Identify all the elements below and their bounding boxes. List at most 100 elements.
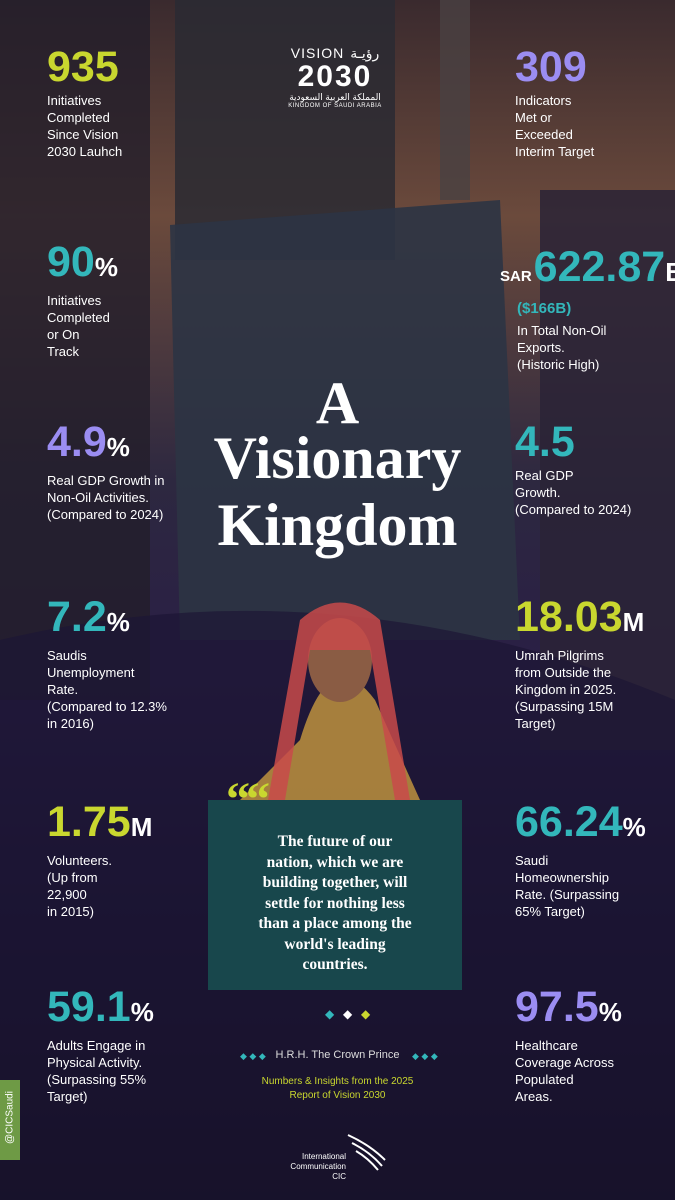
title-line: Kingdom [217, 492, 458, 558]
logo-country-ar: المملكة العربية السعودية [289, 92, 381, 102]
handle: @CICSaudi [4, 1091, 16, 1144]
stat-value: 18.03 [515, 593, 623, 641]
description-line: Physical Activity. [47, 1055, 143, 1070]
description-line: from Outside the [515, 665, 612, 680]
description-line: Coverage Across [515, 1055, 614, 1070]
quote-line: nation, which we are [266, 853, 404, 871]
stat-value: 90 [47, 238, 95, 286]
description-line: Umrah Pilgrims [515, 648, 604, 663]
description-line: in 2016) [47, 716, 94, 731]
description-line: Kingdom in 2025. [515, 682, 617, 697]
stat-value: 97.5 [515, 983, 599, 1031]
description-line: Rate. (Surpassing [515, 887, 620, 902]
stat-number: 97.5% [515, 985, 622, 1034]
description-line: Completed [47, 110, 110, 125]
description-line: Interim Target [515, 144, 595, 159]
stat-prefix: SAR [500, 268, 532, 285]
description-line: Real GDP Growth in [47, 473, 165, 488]
stat-description: Saudis Unemployment Rate. (Compared to 12.3… [47, 647, 167, 732]
description-line: (Compared to 2024) [47, 507, 164, 522]
description-line: (Compared to 2024) [515, 502, 632, 517]
stat-description: Initiatives Completed Since Vision 2030 Lau… [47, 92, 122, 160]
stat: 90% Initiatives Completed or On Track [47, 240, 118, 360]
description-line: in 2015) [47, 904, 94, 919]
footer-line: CIC [332, 1172, 346, 1181]
description-line: Growth. [515, 485, 561, 500]
stat-description: Real GDP Growth. (Compared to 2024) [515, 467, 631, 518]
stat-description: Indicators Met or Exceeded Interim Target [515, 92, 594, 160]
description-line: Target) [515, 716, 556, 731]
svg-text:◆ ◆ ◆: ◆ ◆ ◆ [412, 1051, 438, 1061]
source-line: Numbers & Insights from the 2025 [261, 1076, 414, 1087]
stat-number: 4.9% [47, 420, 165, 469]
stat-value: 4.5 [515, 418, 575, 466]
stat-value: 66.24 [515, 798, 623, 846]
footer-line: International [301, 1152, 346, 1161]
stat-description: Umrah Pilgrims from Outside the Kingdom in… [515, 647, 644, 732]
logo-country-en: KINGDOM OF SAUDI ARABIA [288, 103, 382, 109]
description-line: (Historic High) [517, 357, 600, 372]
description-line: Real GDP [515, 468, 574, 483]
logo-arabic: رؤيـة [350, 45, 380, 61]
stat-number: 1.75M [47, 800, 152, 849]
stat-number: SAR622.87B [500, 245, 675, 299]
stat-number: 7.2% [47, 595, 167, 644]
description-line: (Compared to 12.3% [47, 699, 167, 714]
stat-description: Initiatives Completed or On Track [47, 292, 118, 360]
title-line: Visionary [213, 425, 462, 491]
stat-value: 7.2 [47, 593, 107, 641]
stat-number: 4.5 [515, 420, 631, 464]
description-line: Since Vision [47, 127, 119, 142]
stat-description: In Total Non-Oil Exports. (Historic High) [517, 322, 675, 373]
stat-unit: % [130, 997, 154, 1027]
description-line: 2030 Lauhch [47, 144, 123, 159]
logo: VISION رؤيـة 2030 المملكة العربية السعودية K… [280, 45, 390, 109]
description-line: Target) [47, 1089, 88, 1104]
stat-unit: M [130, 812, 153, 842]
quote-line: building together, will [262, 874, 408, 891]
stat-number: 309 [515, 45, 594, 89]
stat-number: 18.03M [515, 595, 644, 644]
description-line: Saudi [515, 853, 549, 868]
stat: 97.5% Healthcare Coverage Across Populated A… [515, 985, 622, 1105]
stat-number: 90% [47, 240, 118, 289]
description-line: Rate. [47, 682, 79, 697]
description-line: Met or [515, 110, 552, 125]
description-line: 22,900 [47, 887, 87, 902]
description-line: Unemployment [47, 665, 135, 680]
stat: SAR622.87B ($166B) In Total Non-Oil Exports… [500, 245, 675, 373]
source-line: Report of Vision 2030 [289, 1090, 386, 1101]
quote-line: settle for nothing less [265, 894, 405, 912]
description-line: or On [47, 327, 80, 342]
description-line: Indicators [515, 93, 572, 108]
title-line: A [315, 370, 360, 436]
stat-value: 4.9 [47, 418, 107, 466]
stat-number: 935 [47, 45, 122, 89]
stat: 7.2% Saudis Unemployment Rate. (Compared to … [47, 595, 167, 732]
description-line: Initiatives [47, 293, 102, 308]
description-line: (Surpassing 15M [515, 699, 614, 714]
footer-line: Communication [290, 1162, 346, 1171]
stat-description: Real GDP Growth in Non-Oil Activities. (Co… [47, 472, 165, 523]
stat-description: Healthcare Coverage Across Populated Areas. [515, 1037, 622, 1105]
description-line: (Up from [47, 870, 98, 885]
stat-description: Volunteers. (Up from 22,900 in 2015) [47, 852, 152, 920]
stat-unit: % [106, 607, 130, 637]
description-line: 65% Target) [515, 904, 585, 919]
description-line: Exports. [517, 340, 565, 355]
stat-description: Adults Engage in Physical Activity. (Surpa… [47, 1037, 154, 1105]
stat: 4.5 Real GDP Growth. (Compared to 2024) [515, 420, 631, 518]
svg-text:◆ ◆ ◆: ◆ ◆ ◆ [240, 1051, 266, 1061]
stat-value: 622.87 [533, 243, 666, 291]
svg-text:◆: ◆ [325, 1007, 335, 1021]
quote-line: countries. [302, 956, 368, 973]
description-line: Exceeded [515, 127, 573, 142]
stat-unit: B [665, 257, 675, 287]
description-line: Non-Oil Activities. [47, 490, 149, 505]
stat: 1.75M Volunteers. (Up from 22,900 in 2015) [47, 800, 152, 920]
stat-number: 66.24% [515, 800, 646, 849]
description-line: Populated [515, 1072, 574, 1087]
description-line: Volunteers. [47, 853, 113, 868]
description-line: Healthcare [515, 1038, 578, 1053]
